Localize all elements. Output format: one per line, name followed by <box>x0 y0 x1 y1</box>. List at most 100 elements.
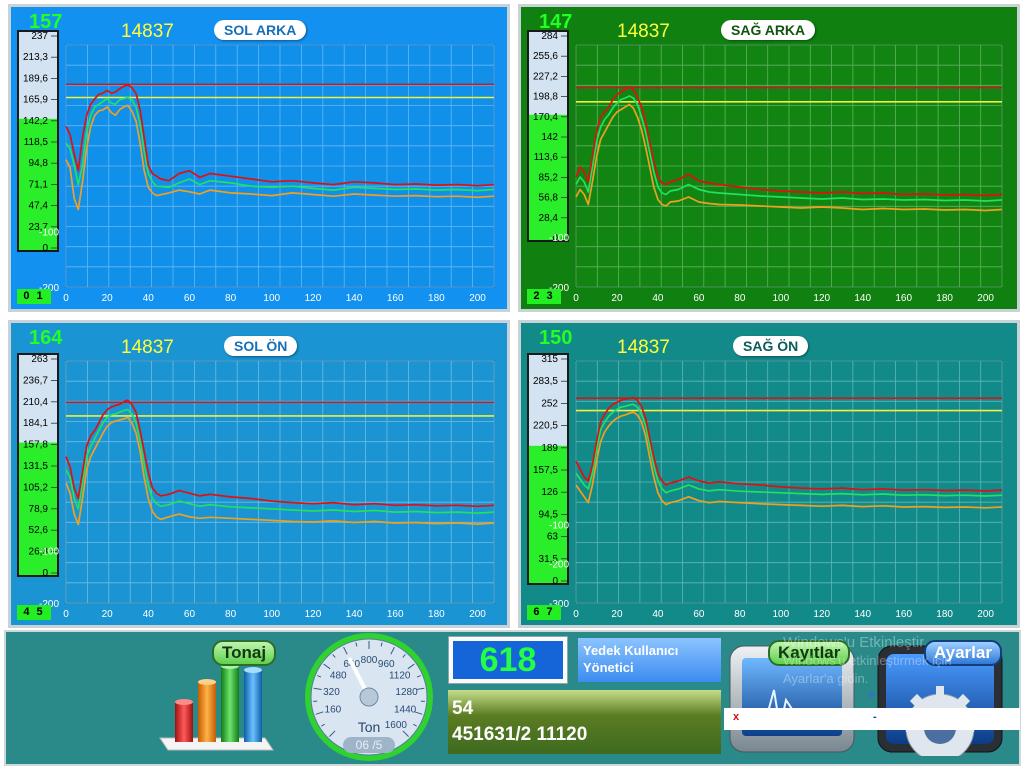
panel-ids: 6 7 <box>527 605 561 620</box>
x-tick-label: 120 <box>813 609 830 620</box>
x-tick-label: 140 <box>854 609 871 620</box>
scale-label: 198,8 <box>533 92 558 103</box>
x-tick-label: 180 <box>428 293 445 304</box>
scale-label: 0 <box>42 243 48 254</box>
x-tick-label: 40 <box>652 293 664 304</box>
panel-ids: 0 1 <box>17 289 51 304</box>
gauge-tick-label: 1120 <box>389 671 411 682</box>
panel-big-value: 164 <box>29 327 62 350</box>
tonaj-button[interactable]: Tonaj <box>155 638 280 758</box>
lower-scale-label: -100 <box>549 520 569 531</box>
x-tick-label: 80 <box>734 293 746 304</box>
scale-label: 94,5 <box>539 509 559 520</box>
x-tick-label: 120 <box>305 609 322 620</box>
scale-label: 105,2 <box>23 482 48 493</box>
x-tick-label: 140 <box>854 293 871 304</box>
scale-label: 236,7 <box>23 375 48 386</box>
x-tick-label: 20 <box>102 293 114 304</box>
user-line-1: Yedek Kullanıcı <box>583 642 716 659</box>
gauge-tick-label: 160 <box>325 705 342 716</box>
kayitlar-button[interactable]: Kayıtlar <box>728 640 860 756</box>
panel-title: SOL ARKA <box>214 20 306 40</box>
x-tick-label: 200 <box>977 293 994 304</box>
gauge-tick-label: 480 <box>330 671 347 682</box>
scale-label: 113,6 <box>534 152 559 163</box>
x-tick-label: 100 <box>263 609 280 620</box>
scale-label: 0 <box>42 568 48 579</box>
x-tick-label: 0 <box>573 609 579 620</box>
x-tick-label: 160 <box>895 293 912 304</box>
scale-label: 184,1 <box>23 418 48 429</box>
lower-scale-label: -100 <box>39 228 59 239</box>
lower-scale-label: -100 <box>549 233 569 244</box>
x-tick-label: 40 <box>143 293 155 304</box>
user-info: Yedek Kullanıcı Yönetici <box>578 638 721 682</box>
ayarlar-button[interactable]: Ayarlar <box>876 640 1008 756</box>
info-panel: 54 451631/2 11120 <box>448 690 721 754</box>
x-tick-label: 120 <box>813 293 830 304</box>
x-tick-label: 100 <box>263 293 280 304</box>
scale-label: 142,2 <box>23 116 48 127</box>
panel-code: 14837 <box>121 21 174 43</box>
x-tick-label: 140 <box>346 293 363 304</box>
x-tick-label: 80 <box>734 609 746 620</box>
lower-scale-label: -200 <box>549 560 569 571</box>
panel-code: 14837 <box>617 21 670 43</box>
gauge-hub <box>360 688 378 706</box>
panel-code: 14837 <box>121 337 174 359</box>
x-tick-label: 200 <box>469 293 486 304</box>
x-tick-label: 140 <box>346 609 363 620</box>
scale-label: 131,5 <box>23 461 48 472</box>
gauge-tick-label: 800 <box>361 655 378 666</box>
scale-label: 210,4 <box>23 397 48 408</box>
scale-label: 157,5 <box>533 465 558 476</box>
scale-label: 170,4 <box>533 112 558 123</box>
info-line-2: 451631/2 11120 <box>452 722 717 748</box>
x-tick-label: 160 <box>387 609 404 620</box>
x-tick-label: 180 <box>936 609 953 620</box>
scale-label: 263 <box>31 354 48 365</box>
x-tick-label: 200 <box>469 609 486 620</box>
lower-scale-label: -100 <box>39 547 59 558</box>
scale-label: 28,4 <box>539 213 559 224</box>
overlay-dash: - <box>873 711 877 723</box>
total-display: 618 <box>448 636 568 684</box>
scale-label: 78,9 <box>29 504 49 515</box>
info-line-1: 54 <box>452 696 717 722</box>
scale-label: 189,6 <box>23 73 48 84</box>
x-tick-label: 20 <box>611 293 623 304</box>
x-tick-label: 0 <box>63 609 69 620</box>
panel-title: SAĞ ARKA <box>721 20 815 40</box>
x-tick-label: 80 <box>225 609 237 620</box>
scale-label: 85,2 <box>539 172 559 183</box>
overlay-x: x <box>733 711 739 723</box>
scroll-up-arrow-icon[interactable]: ▲ <box>866 688 877 700</box>
scale-label: 118,5 <box>24 137 49 148</box>
x-tick-label: 60 <box>184 609 196 620</box>
gauge-tick-label: 320 <box>323 687 340 698</box>
scale-label: 283,5 <box>533 376 558 387</box>
scale-label: 255,6 <box>533 51 558 62</box>
panel-big-value: 150 <box>539 327 572 350</box>
scale-label: 47,4 <box>29 201 49 212</box>
x-tick-label: 40 <box>652 609 664 620</box>
scale-label: 157,8 <box>23 440 48 451</box>
x-tick-label: 180 <box>428 609 445 620</box>
scale-label: 52,6 <box>29 525 49 536</box>
ayarlar-label: Ayarlar <box>924 640 1002 666</box>
x-tick-label: 0 <box>573 293 579 304</box>
gauge-tick-label: 960 <box>378 659 395 670</box>
tonaj-label: Tonaj <box>212 640 276 666</box>
x-tick-label: 160 <box>895 609 912 620</box>
x-tick-label: 0 <box>63 293 69 304</box>
panel-code: 14837 <box>617 337 670 359</box>
panel-ids: 4 5 <box>17 605 51 620</box>
x-tick-label: 180 <box>936 293 953 304</box>
x-tick-label: 20 <box>102 609 114 620</box>
